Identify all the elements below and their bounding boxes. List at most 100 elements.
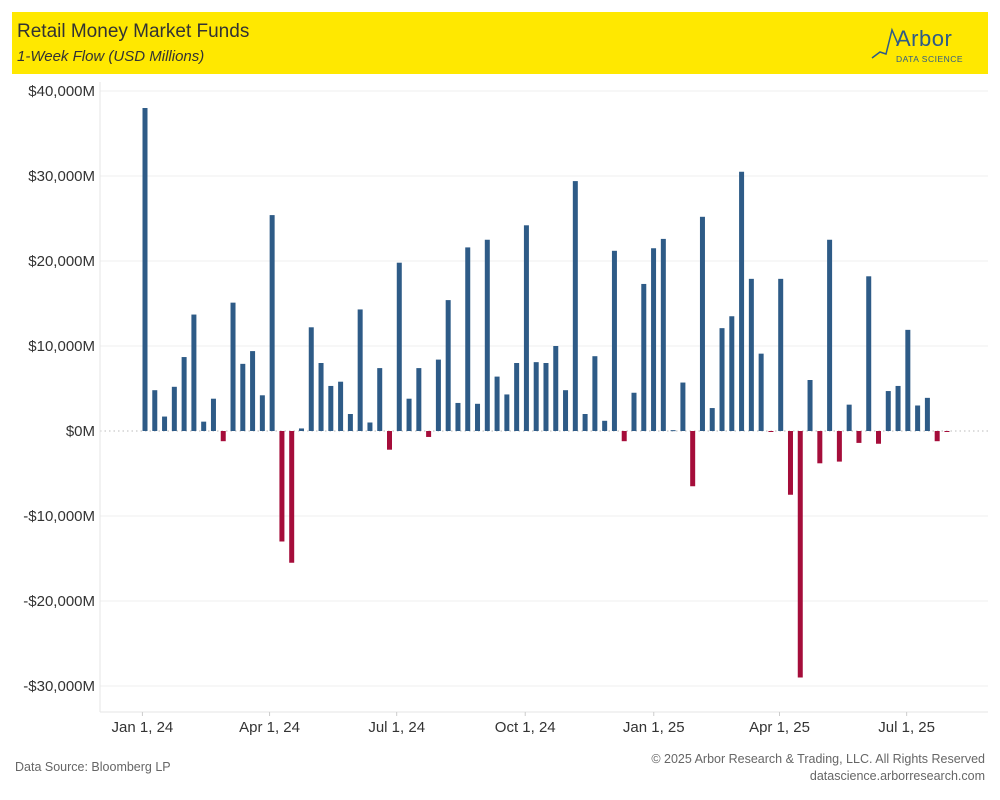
y-tick-label: $30,000M: [28, 168, 95, 185]
bar-outflow: [944, 431, 950, 432]
bar-inflow: [807, 380, 813, 431]
bar-inflow: [308, 327, 314, 431]
bar-inflow: [465, 247, 471, 431]
bar-inflow: [553, 346, 559, 431]
y-tick-label: -$10,000M: [23, 508, 95, 525]
bar-inflow: [680, 382, 686, 431]
bar-inflow: [152, 390, 158, 431]
x-tick-label: Jan 1, 24: [112, 719, 174, 736]
bar-inflow: [778, 278, 784, 431]
copyright: © 2025 Arbor Research & Trading, LLC. Al…: [651, 752, 985, 766]
y-tick-label: -$20,000M: [23, 593, 95, 610]
bar-inflow: [611, 250, 617, 431]
bar-inflow: [641, 283, 647, 431]
bar-outflow: [787, 431, 793, 495]
bar-inflow: [739, 171, 745, 431]
bar-inflow: [543, 363, 549, 431]
bar-inflow: [396, 262, 402, 431]
bar-inflow: [484, 239, 490, 431]
y-tick-label: $20,000M: [28, 253, 95, 270]
bar-inflow: [377, 368, 383, 431]
y-tick-label: $40,000M: [28, 83, 95, 100]
bar-inflow: [357, 309, 363, 431]
bar-outflow: [856, 431, 862, 443]
bar-outflow: [387, 431, 392, 450]
bar-inflow: [230, 302, 236, 431]
bar-inflow: [572, 181, 578, 431]
bar-inflow: [924, 397, 930, 431]
bar-inflow: [318, 363, 324, 431]
bar-inflow: [523, 225, 529, 431]
bar-outflow: [817, 431, 823, 464]
bar-outflow: [426, 431, 432, 437]
bar-inflow: [494, 376, 500, 431]
bar-inflow: [259, 395, 265, 431]
bar-inflow: [602, 420, 608, 431]
arbor-logo: Arbor DATA SCIENCE: [870, 22, 970, 68]
bar-inflow: [347, 414, 353, 431]
bar-inflow: [670, 430, 676, 432]
bar-outflow: [690, 431, 696, 487]
bar-inflow: [406, 398, 412, 431]
bar-inflow: [866, 276, 872, 431]
bar-inflow: [758, 353, 764, 431]
copyright-block: © 2025 Arbor Research & Trading, LLC. Al…: [651, 751, 985, 785]
bar-outflow: [876, 431, 881, 444]
bar-outflow: [289, 431, 295, 563]
bar-outflow: [836, 431, 842, 462]
bar-inflow: [846, 404, 852, 431]
bar-inflow: [171, 386, 177, 431]
bar-outflow: [621, 431, 627, 442]
bar-inflow: [885, 391, 891, 431]
bar-inflow: [455, 402, 461, 431]
bar-inflow: [298, 428, 304, 431]
bar-inflow: [748, 278, 754, 431]
bar-inflow: [514, 363, 520, 431]
bar-inflow: [210, 398, 216, 431]
x-tick-label: Apr 1, 25: [749, 719, 810, 736]
bar-inflow: [142, 108, 148, 431]
bar-inflow: [250, 351, 256, 431]
y-tick-label: $0M: [66, 423, 95, 440]
bar-inflow: [631, 392, 637, 431]
x-tick-label: Jan 1, 25: [623, 719, 685, 736]
bar-inflow: [191, 314, 197, 431]
bar-inflow: [660, 238, 666, 431]
website-link[interactable]: datascience.arborresearch.com: [809, 769, 985, 783]
data-source: Data Source: Bloomberg LP: [15, 760, 171, 774]
logo-text: Arbor: [896, 26, 953, 51]
bar-inflow: [905, 329, 911, 431]
header-banner: Retail Money Market Funds 1-Week Flow (U…: [12, 12, 988, 74]
bar-inflow: [181, 357, 187, 431]
bar-inflow: [699, 216, 705, 431]
x-tick-label: Oct 1, 24: [495, 719, 556, 736]
x-tick-label: Jul 1, 24: [368, 719, 425, 736]
bar-inflow: [162, 416, 168, 431]
y-tick-label: -$30,000M: [23, 678, 95, 695]
bar-inflow: [592, 356, 598, 431]
bar-inflow: [651, 248, 657, 431]
bar-inflow: [709, 408, 715, 431]
bar-inflow: [269, 215, 275, 431]
bar-inflow: [435, 359, 441, 431]
bar-inflow: [827, 239, 833, 431]
chart-title: Retail Money Market Funds: [17, 21, 250, 42]
bar-inflow: [367, 422, 373, 431]
bar-inflow: [338, 381, 344, 431]
x-tick-label: Jul 1, 25: [878, 719, 935, 736]
bar-inflow: [240, 363, 246, 431]
bar-outflow: [768, 431, 774, 432]
bar-inflow: [328, 385, 334, 431]
logo-line-icon: [871, 27, 899, 59]
bar-inflow: [895, 385, 901, 431]
bar-outflow: [934, 431, 940, 442]
bar-inflow: [729, 316, 735, 431]
bar-inflow: [533, 362, 539, 431]
bar-inflow: [504, 394, 510, 431]
logo-subtext: DATA SCIENCE: [896, 54, 964, 64]
bar-inflow: [475, 403, 481, 431]
bar-inflow: [915, 405, 921, 431]
bar-inflow: [582, 414, 588, 431]
bar-outflow: [279, 431, 285, 542]
